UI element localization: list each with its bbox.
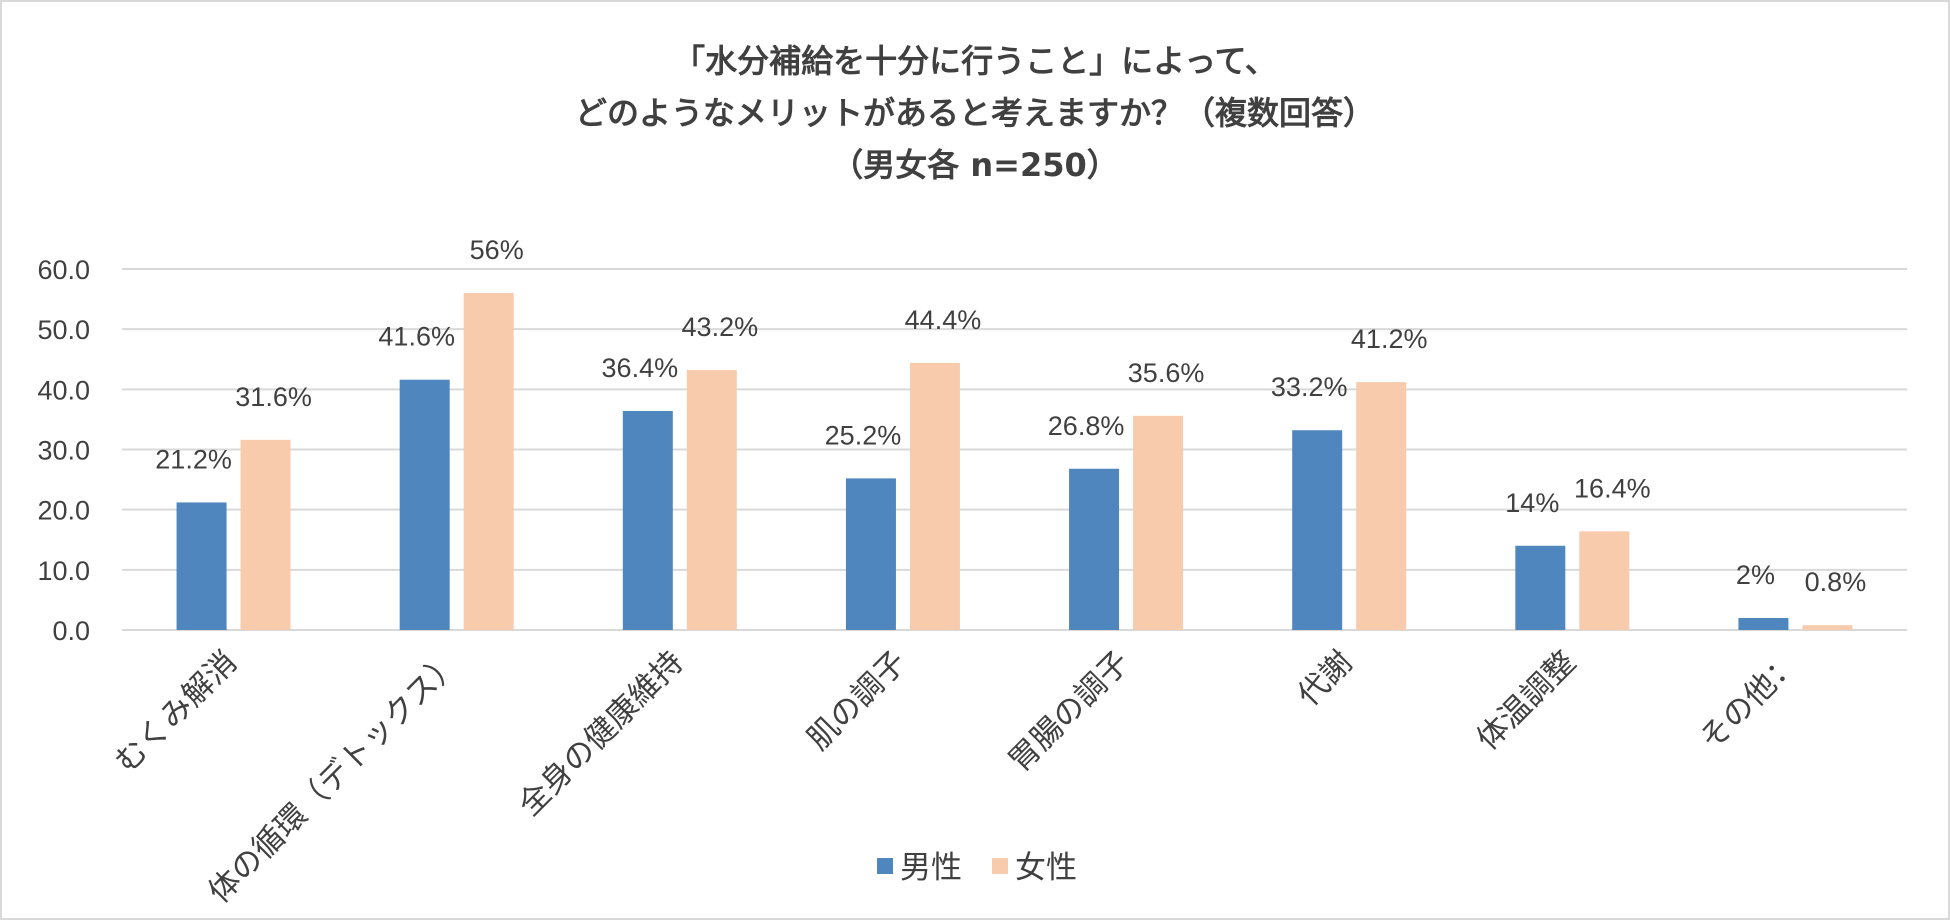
category-label-3: 肌の調子 xyxy=(800,644,913,757)
data-label-male-6: 14% xyxy=(1505,488,1559,518)
y-tick-label: 40.0 xyxy=(37,375,90,405)
data-label-male-3: 25.2% xyxy=(825,420,902,450)
data-label-male-0: 21.2% xyxy=(155,444,232,474)
category-label-4: 胃腸の調子 xyxy=(1002,644,1137,779)
category-label-1: 体の循環（デトックス） xyxy=(201,644,467,910)
y-tick-label: 50.0 xyxy=(37,315,90,345)
category-label-6: 体温調整 xyxy=(1470,644,1583,757)
y-tick-label: 30.0 xyxy=(37,436,90,466)
bar-female-1 xyxy=(463,293,514,630)
category-label-0: むくみ解消 xyxy=(108,644,244,780)
legend-label-female: 女性 xyxy=(1015,850,1077,886)
data-label-female-6: 16.4% xyxy=(1574,473,1651,503)
bar-male-5 xyxy=(1292,430,1343,630)
bar-female-3 xyxy=(909,362,960,630)
bar-male-2 xyxy=(622,410,673,630)
category-label-2: 全身の健康維持 xyxy=(512,644,691,823)
legend: 男性 女性 xyxy=(877,850,1077,886)
data-label-male-4: 26.8% xyxy=(1048,411,1125,441)
data-labels: 21.2% 31.6% 41.6% 56% 36.4%43.2% 25.2% 44.4% 26… xyxy=(155,235,1866,597)
data-label-female-2: 43.2% xyxy=(682,312,759,342)
chart-title-line-1: 「水分補給を十分に行うこと」によって、 xyxy=(673,42,1277,80)
bar-female-5 xyxy=(1356,382,1407,630)
data-label-female-4: 35.6% xyxy=(1128,358,1205,388)
data-label-male-7: 2% xyxy=(1736,560,1775,590)
legend-swatch-female xyxy=(992,858,1008,874)
bar-female-0 xyxy=(240,439,291,630)
category-label-5: 代謝 xyxy=(1291,644,1360,713)
data-label-male-2: 36.4% xyxy=(602,353,679,383)
legend-swatch-male xyxy=(877,858,893,874)
chart-title-line-2: どのようなメリットがあると考えますか？（複数回答） xyxy=(575,94,1375,132)
y-tick-label: 0.0 xyxy=(52,616,90,646)
category-label-7: その他： xyxy=(1693,644,1806,757)
data-label-female-3: 44.4% xyxy=(905,305,982,335)
bar-male-1 xyxy=(399,379,450,630)
bar-male-3 xyxy=(845,478,896,630)
data-label-female-0: 31.6% xyxy=(235,382,312,412)
data-label-female-7: 0.8% xyxy=(1805,567,1867,597)
data-label-male-5: 33.2% xyxy=(1271,372,1348,402)
bars xyxy=(176,293,1853,630)
data-label-male-1: 41.6% xyxy=(378,322,455,352)
y-tick-label: 10.0 xyxy=(37,556,90,586)
bar-male-6 xyxy=(1515,545,1566,630)
y-axis-ticks: 0.0 10.0 20.0 30.0 40.0 50.0 60.0 xyxy=(37,255,90,646)
chart-title: 「水分補給を十分に行うこと」によって、 どのようなメリットがあると考えますか？（… xyxy=(575,42,1375,184)
data-label-female-5: 41.2% xyxy=(1351,324,1428,354)
bar-male-4 xyxy=(1069,468,1120,630)
bar-female-2 xyxy=(686,370,737,630)
bar-female-4 xyxy=(1133,415,1184,630)
bar-male-7 xyxy=(1738,617,1789,630)
data-label-female-1: 56% xyxy=(470,235,524,265)
bar-male-0 xyxy=(176,502,227,630)
bar-female-6 xyxy=(1579,531,1630,630)
y-tick-label: 60.0 xyxy=(37,255,90,285)
legend-label-male: 男性 xyxy=(900,850,962,886)
y-tick-label: 20.0 xyxy=(37,496,90,526)
chart-title-line-3: （男女各 n=250） xyxy=(831,146,1119,184)
bar-female-7 xyxy=(1802,625,1853,630)
